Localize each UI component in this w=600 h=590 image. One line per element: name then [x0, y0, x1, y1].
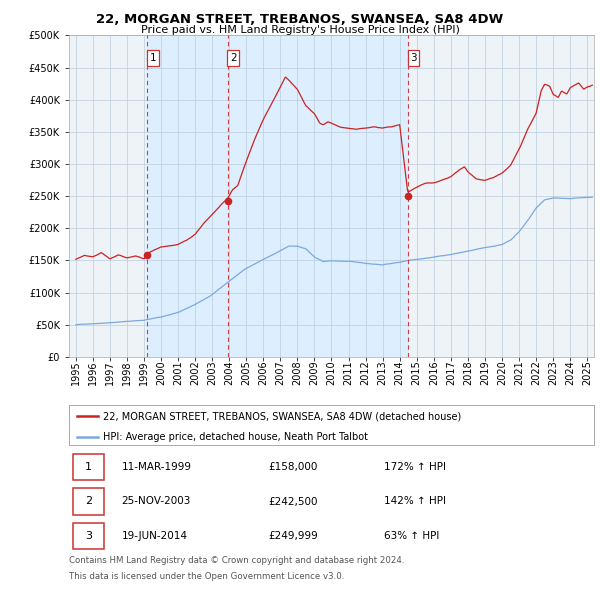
- FancyBboxPatch shape: [73, 489, 104, 514]
- Text: 1995: 1995: [71, 360, 81, 385]
- FancyBboxPatch shape: [73, 454, 104, 480]
- Text: 2025: 2025: [582, 360, 592, 385]
- Text: 2: 2: [230, 53, 237, 63]
- Text: £158,000: £158,000: [269, 463, 318, 472]
- Text: 2014: 2014: [395, 360, 404, 385]
- Text: 1997: 1997: [105, 360, 115, 385]
- Text: 1996: 1996: [88, 360, 98, 385]
- Text: 2018: 2018: [463, 360, 473, 385]
- Text: 2013: 2013: [377, 360, 388, 385]
- Text: 25-NOV-2003: 25-NOV-2003: [121, 497, 191, 506]
- Text: 2004: 2004: [224, 360, 234, 385]
- Text: 2009: 2009: [310, 360, 319, 385]
- Text: £242,500: £242,500: [269, 497, 318, 506]
- Text: 2020: 2020: [497, 360, 507, 385]
- Text: 2017: 2017: [446, 360, 456, 385]
- Text: 2015: 2015: [412, 360, 422, 385]
- Text: 172% ↑ HPI: 172% ↑ HPI: [384, 463, 446, 472]
- Text: 2: 2: [85, 497, 92, 506]
- FancyBboxPatch shape: [73, 523, 104, 549]
- Text: 11-MAR-1999: 11-MAR-1999: [121, 463, 191, 472]
- Text: 22, MORGAN STREET, TREBANOS, SWANSEA, SA8 4DW: 22, MORGAN STREET, TREBANOS, SWANSEA, SA…: [97, 13, 503, 26]
- Text: 2008: 2008: [292, 360, 302, 385]
- Text: 1: 1: [150, 53, 157, 63]
- Text: 2002: 2002: [190, 360, 200, 385]
- Text: 2021: 2021: [514, 360, 524, 385]
- Text: 2000: 2000: [156, 360, 166, 385]
- Text: 2016: 2016: [429, 360, 439, 385]
- Text: 142% ↑ HPI: 142% ↑ HPI: [384, 497, 446, 506]
- Text: 2023: 2023: [548, 360, 558, 385]
- Text: 2003: 2003: [207, 360, 217, 385]
- Text: 1999: 1999: [139, 360, 149, 385]
- Text: 3: 3: [410, 53, 417, 63]
- Text: £249,999: £249,999: [269, 531, 318, 540]
- Text: 2001: 2001: [173, 360, 183, 385]
- Text: 2024: 2024: [565, 360, 575, 385]
- Text: 22, MORGAN STREET, TREBANOS, SWANSEA, SA8 4DW (detached house): 22, MORGAN STREET, TREBANOS, SWANSEA, SA…: [103, 411, 461, 421]
- Text: 2019: 2019: [480, 360, 490, 385]
- Text: This data is licensed under the Open Government Licence v3.0.: This data is licensed under the Open Gov…: [69, 572, 344, 581]
- Text: 1: 1: [85, 463, 92, 472]
- Text: 3: 3: [85, 531, 92, 540]
- Bar: [227, 35, 407, 357]
- Text: 2005: 2005: [241, 360, 251, 385]
- Text: 2011: 2011: [344, 360, 353, 385]
- Text: 2012: 2012: [361, 360, 371, 385]
- Text: 1998: 1998: [122, 360, 132, 385]
- Text: Contains HM Land Registry data © Crown copyright and database right 2024.: Contains HM Land Registry data © Crown c…: [69, 556, 404, 565]
- Text: 2022: 2022: [531, 360, 541, 385]
- Text: 2010: 2010: [326, 360, 337, 385]
- Text: HPI: Average price, detached house, Neath Port Talbot: HPI: Average price, detached house, Neat…: [103, 432, 368, 442]
- Text: 19-JUN-2014: 19-JUN-2014: [121, 531, 187, 540]
- Text: 63% ↑ HPI: 63% ↑ HPI: [384, 531, 439, 540]
- Bar: [147, 35, 227, 357]
- Text: Price paid vs. HM Land Registry's House Price Index (HPI): Price paid vs. HM Land Registry's House …: [140, 25, 460, 35]
- Text: 2007: 2007: [275, 360, 286, 385]
- Text: 2006: 2006: [259, 360, 268, 385]
